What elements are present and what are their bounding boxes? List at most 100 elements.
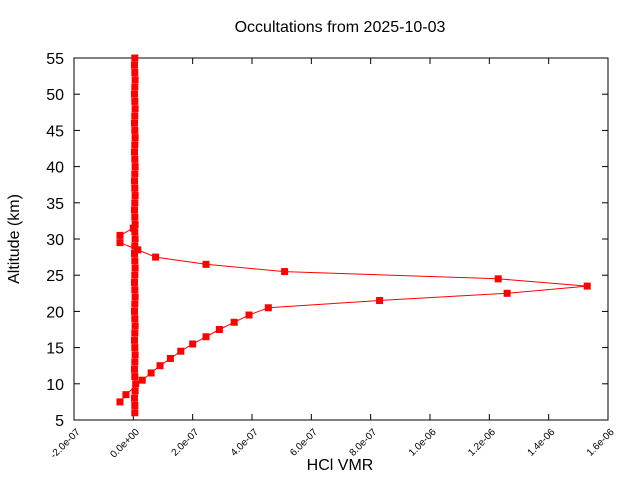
data-point [131, 249, 139, 257]
data-point [131, 358, 139, 366]
data-point [131, 199, 139, 207]
x-tick-label: 6.0e-07 [288, 427, 320, 459]
data-point [131, 112, 139, 120]
data-point [215, 326, 223, 333]
data-point [131, 68, 139, 76]
data-point [131, 163, 139, 171]
y-axis: 5 10 15 20 25 30 35 40 45 50 55 [46, 51, 608, 430]
plot-frame [73, 57, 609, 421]
data-point [202, 260, 210, 268]
data-point [116, 398, 124, 406]
data-point [131, 97, 139, 105]
data-point [131, 322, 139, 330]
data-point [132, 380, 140, 388]
chart-title: Occultations from 2025-10-03 [235, 19, 446, 36]
data-point [131, 257, 139, 265]
data-point [494, 275, 502, 283]
x-tick-label: 2.0e-07 [170, 427, 202, 459]
data-point [116, 239, 124, 247]
data-point [131, 206, 139, 214]
data-point [177, 347, 185, 355]
data-point [131, 336, 139, 344]
data-point [131, 105, 139, 113]
data-point [131, 192, 139, 200]
data-point [131, 90, 139, 98]
data-point [281, 268, 289, 276]
y-tick-label: 35 [46, 196, 64, 213]
data-point [131, 177, 139, 185]
series-line [119, 227, 588, 403]
data-point [131, 329, 139, 337]
data-point [131, 155, 139, 163]
data-point [129, 224, 137, 232]
y-tick-label: 20 [46, 304, 64, 321]
x-tick-label: -2.0e-07 [49, 427, 83, 461]
y-tick-label: 30 [46, 232, 64, 249]
y-tick-label: 15 [46, 341, 64, 358]
y-tick-label: 25 [46, 268, 64, 285]
x-axis-label: HCl VMR [307, 457, 374, 474]
data-point [131, 286, 139, 294]
data-point [131, 300, 139, 308]
data-point [131, 365, 139, 373]
data-point [131, 271, 139, 279]
data-point [131, 293, 139, 301]
data-point [131, 83, 139, 91]
x-tick-label: 4.0e-07 [229, 427, 261, 459]
data-point [138, 376, 146, 384]
y-axis-label: Altitude (km) [6, 194, 23, 284]
data-point [122, 391, 130, 399]
data-point [583, 282, 591, 290]
data-point [131, 235, 139, 243]
data-point [131, 315, 139, 323]
data-point [131, 61, 139, 69]
data-point [131, 307, 139, 315]
y-tick-label: 50 [46, 87, 64, 104]
data-point [131, 402, 139, 410]
y-tick-label: 10 [46, 377, 64, 394]
data-point [131, 351, 139, 359]
data-point [131, 221, 139, 229]
data-point [264, 304, 272, 312]
x-tick-label: 1.4e-06 [526, 427, 558, 459]
data-point [152, 253, 160, 261]
data-point [147, 369, 155, 377]
y-tick-label: 40 [46, 160, 64, 177]
data-point [131, 184, 139, 192]
data-point [131, 134, 139, 142]
data-point [116, 231, 124, 239]
data-point [131, 126, 139, 134]
data-point [131, 278, 139, 286]
data-point [131, 170, 139, 178]
data-point [131, 344, 139, 352]
data-point [189, 340, 197, 348]
data-point [376, 297, 384, 305]
series-layer [116, 54, 591, 417]
data-point [131, 54, 139, 62]
data-point [131, 141, 139, 149]
data-point [131, 228, 139, 236]
data-point [131, 76, 139, 84]
data-point [131, 242, 139, 250]
data-point [131, 213, 139, 221]
x-tick-label: 1.6e-06 [585, 427, 617, 459]
y-tick-label: 5 [55, 413, 64, 430]
data-point [134, 246, 142, 254]
data-point [131, 394, 139, 402]
y-tick-label: 55 [46, 51, 64, 68]
data-point [202, 333, 210, 341]
y-tick-label: 45 [46, 123, 64, 140]
data-point [503, 289, 511, 297]
data-point [230, 318, 238, 326]
data-point [131, 264, 139, 272]
x-tick-label: 8.0e-07 [348, 427, 380, 459]
data-point [131, 409, 139, 417]
data-point [245, 311, 253, 319]
data-point [131, 119, 139, 127]
data-point [166, 354, 174, 362]
data-point [131, 148, 139, 156]
data-point [131, 387, 139, 395]
x-tick-label: 1.0e-06 [407, 427, 439, 459]
data-point [156, 362, 164, 370]
